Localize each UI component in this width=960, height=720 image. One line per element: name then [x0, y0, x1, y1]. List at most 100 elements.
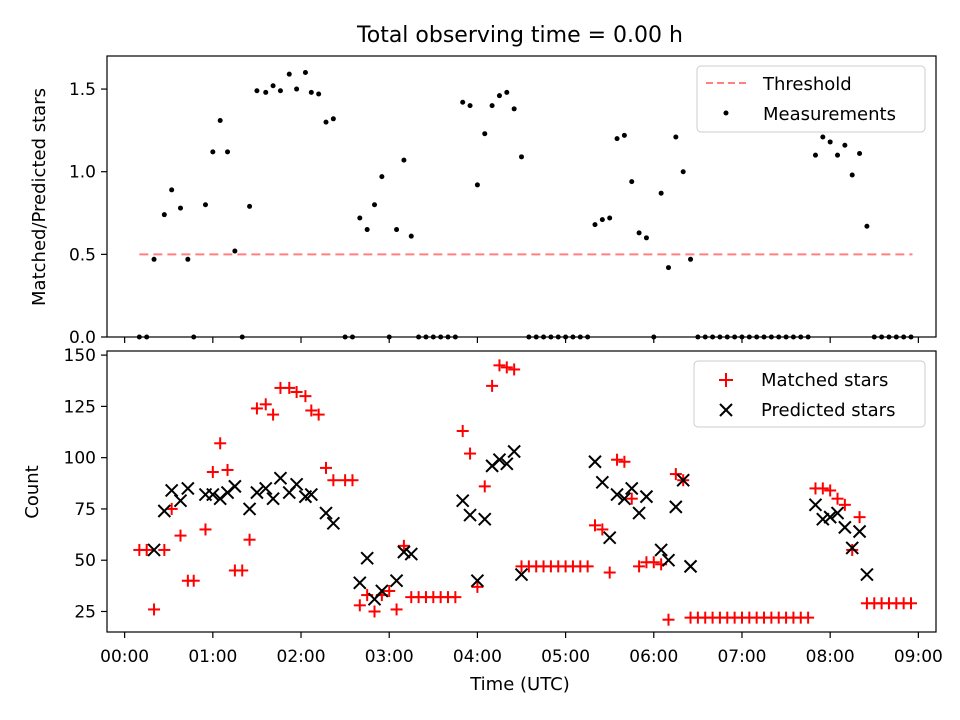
matched-stars-point — [838, 498, 851, 511]
measurement-point — [489, 103, 495, 109]
x-tick-label: 01:00 — [188, 647, 237, 667]
measurement-point — [680, 169, 686, 175]
predicted-stars-point — [228, 479, 242, 494]
measurement-point — [592, 222, 598, 228]
matched-stars-point — [464, 447, 477, 460]
predicted-stars-point — [353, 576, 367, 590]
measurement-point — [302, 70, 308, 76]
matched-stars-point — [346, 474, 359, 487]
predicted-stars-point — [404, 547, 418, 561]
x-tick-label: 08:00 — [806, 647, 855, 667]
measurement-point — [614, 136, 620, 142]
measurement-point — [849, 172, 855, 178]
measurement-point — [519, 154, 524, 160]
matched-stars-point — [471, 580, 484, 593]
matched-stars-point — [853, 511, 866, 524]
predicted-stars-point — [289, 477, 304, 492]
matched-stars-point — [259, 398, 272, 411]
predicted-stars-point — [463, 508, 477, 522]
matched-stars-point — [206, 466, 219, 479]
predicted-stars-point — [838, 520, 852, 535]
matched-legend-label: Matched stars — [761, 370, 888, 391]
x-tick-label: 06:00 — [629, 647, 678, 667]
x-tick-label: 00:00 — [100, 647, 149, 667]
measurements-legend-label: Measurements — [763, 104, 896, 125]
ratio-y-axis-label: Matched/Predicted stars — [29, 88, 50, 306]
predicted-legend-label: Predicted stars — [761, 400, 895, 421]
matched-stars-point — [290, 386, 303, 399]
predicted-stars-point — [360, 551, 374, 565]
measurement-point — [185, 256, 191, 262]
count-y-tick-label: 25 — [74, 602, 96, 622]
matched-stars-point — [625, 492, 638, 505]
measurement-point — [177, 205, 183, 211]
ratio-y-tick-label: 1.0 — [69, 163, 96, 183]
matched-stars-point — [596, 523, 609, 536]
matched-stars-point — [449, 591, 462, 604]
measurement-point — [408, 233, 414, 239]
count-panel-frame — [106, 350, 937, 633]
ratio-panel: 0.0 0.5 1.0 1.5 Matched/Predicted stars Thr… — [29, 55, 937, 348]
matched-stars-point — [267, 408, 280, 421]
measurement-point — [474, 182, 480, 188]
measurement-point — [629, 179, 635, 185]
measurement-point — [665, 265, 671, 271]
matched-stars-point — [250, 402, 263, 415]
predicted-stars-point — [507, 444, 521, 459]
matched-stars-point — [647, 556, 660, 569]
matched-stars-point — [299, 390, 312, 403]
measurement-point — [161, 212, 167, 218]
measurement-point — [394, 227, 400, 233]
predicted-stars-point — [319, 506, 333, 520]
matched-stars-point — [493, 359, 506, 372]
matched-stars-point — [320, 461, 333, 474]
measurement-point — [372, 202, 378, 208]
predicted-stars-point — [602, 530, 617, 545]
measurement-point — [247, 203, 253, 209]
x-tick-label: 02:00 — [277, 647, 326, 667]
x-tick-label: 09:00 — [894, 647, 943, 667]
matched-stars-point — [611, 453, 624, 466]
measurement-point — [688, 256, 694, 262]
matched-stars-point — [603, 566, 616, 579]
predicted-stars-point — [326, 516, 341, 530]
predicted-stars-point — [676, 473, 690, 487]
measurement-point — [151, 256, 157, 262]
predicted-stars-point — [830, 506, 845, 520]
measurement-point — [857, 151, 863, 157]
matched-stars-point — [478, 480, 491, 493]
count-y-axis-label: Count — [22, 465, 43, 518]
predicted-stars-point — [625, 481, 639, 496]
matched-stars-point — [486, 379, 499, 392]
predicted-stars-point — [669, 500, 683, 514]
predicted-stars-point — [492, 453, 507, 467]
matched-stars-point — [214, 437, 227, 450]
count-y-tick-label: 75 — [74, 500, 96, 520]
matched-stars-point — [221, 463, 234, 476]
matched-stars-point — [390, 603, 403, 616]
predicted-stars-point — [206, 487, 220, 502]
ratio-y-tick-label: 1.5 — [69, 80, 96, 100]
predicted-stars-point — [375, 584, 389, 598]
matched-stars-point — [508, 363, 521, 376]
matched-stars-point — [397, 539, 410, 552]
measurement-point — [316, 91, 322, 97]
count-y-tick-label: 125 — [64, 397, 96, 417]
predicted-stars-point — [823, 510, 837, 524]
matched-stars-point — [243, 533, 256, 546]
predicted-stars-point — [273, 471, 288, 485]
matched-stars-point — [669, 468, 682, 481]
measurement-point — [357, 215, 363, 221]
ratio-y-tick-label: 0.5 — [69, 245, 96, 265]
predicted-stars-point — [500, 457, 514, 471]
matched-stars-point — [456, 424, 469, 437]
matched-stars-point — [846, 543, 859, 556]
measurement-point — [636, 230, 642, 236]
predicted-stars-point — [164, 483, 179, 498]
count-y-tick-label: 100 — [64, 449, 96, 469]
predicted-stars-point — [455, 494, 470, 508]
predicted-stars-point — [157, 504, 172, 518]
measurement-point — [379, 174, 385, 180]
measurement-point — [827, 139, 833, 145]
